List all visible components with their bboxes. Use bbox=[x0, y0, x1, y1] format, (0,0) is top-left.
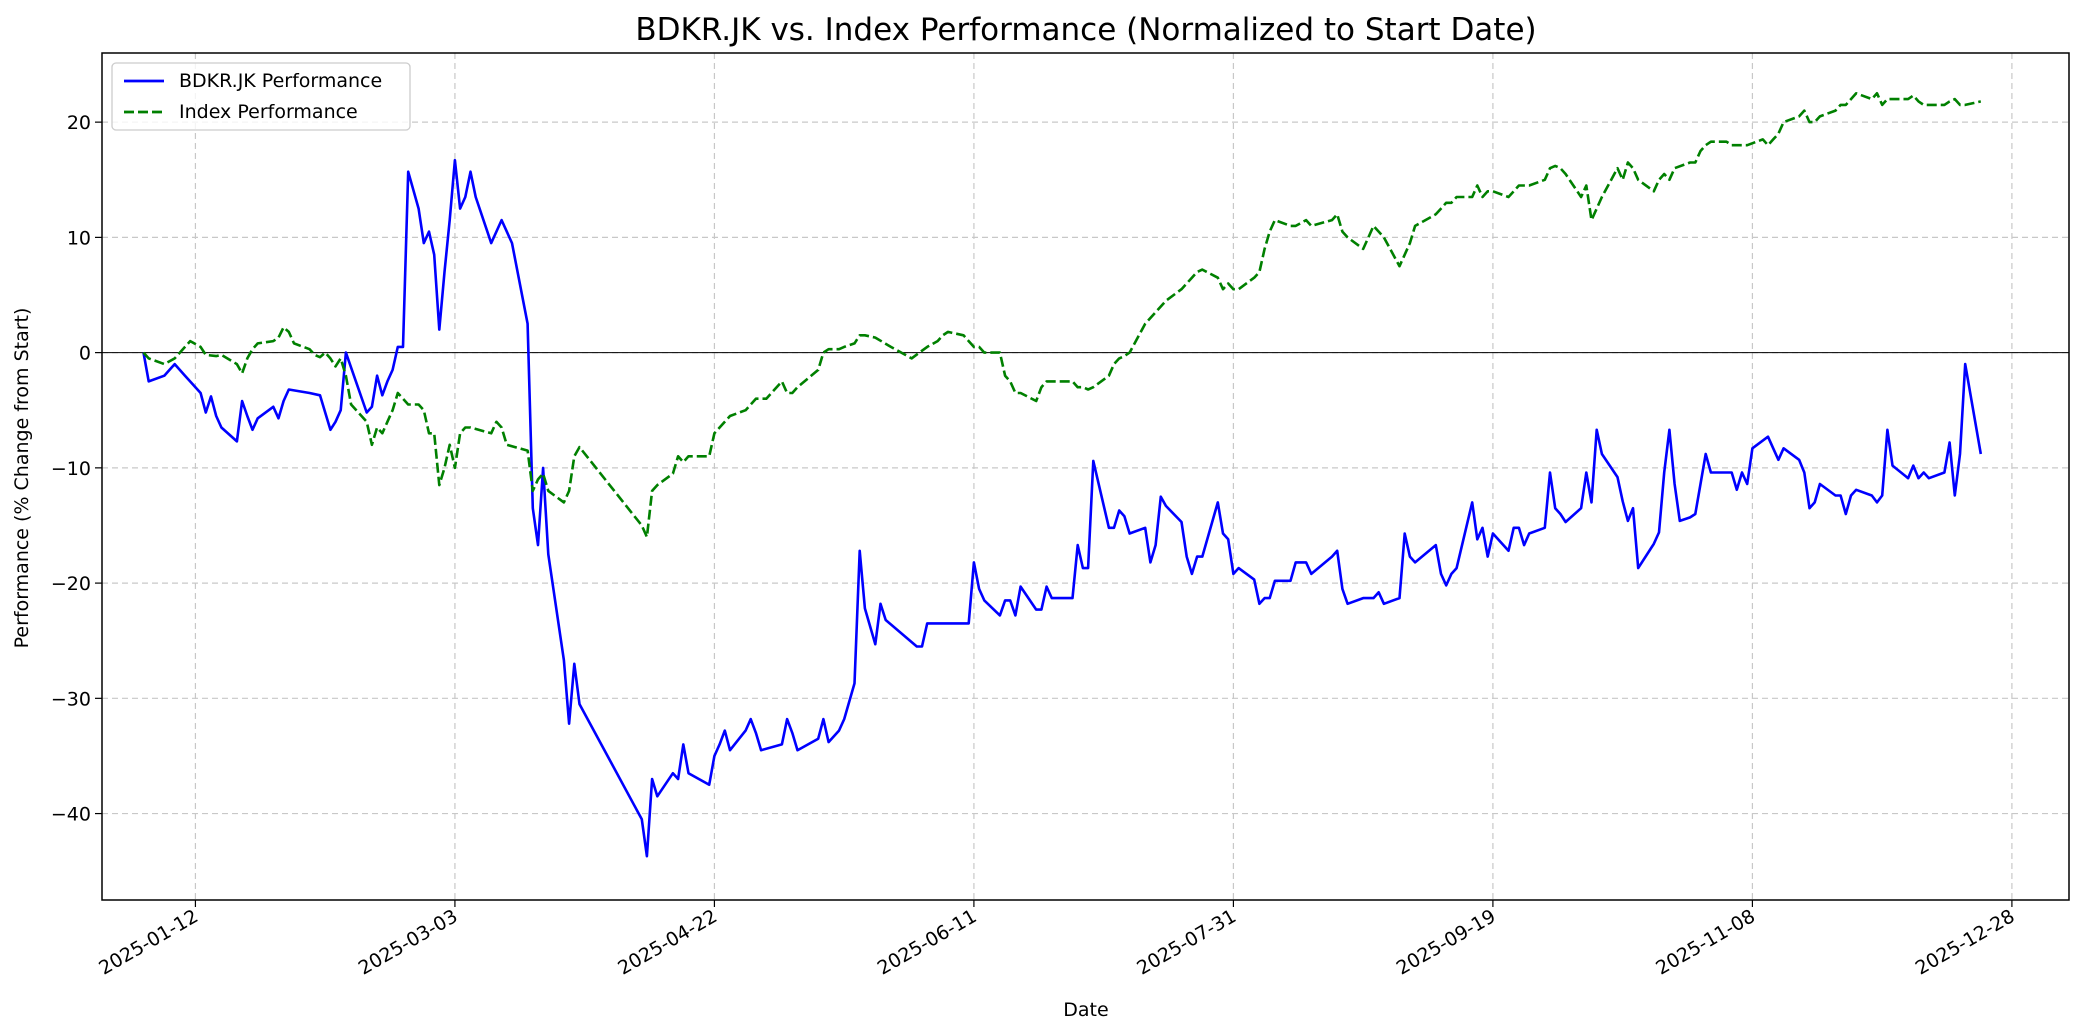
legend-box bbox=[111, 62, 411, 131]
y-axis-ticks: −40 −30 −20 −10 0 10 20 bbox=[51, 112, 102, 826]
y-tick-label: 10 bbox=[67, 227, 91, 249]
y-tick-label: 0 bbox=[79, 343, 91, 365]
y-tick-label: −10 bbox=[51, 458, 91, 480]
legend-label-bdkr: BDKR.JK Performance bbox=[179, 70, 382, 92]
series-line-index bbox=[142, 92, 1982, 539]
y-tick-label: −30 bbox=[51, 688, 91, 710]
chart-title: BDKR.JK vs. Index Performance (Normalize… bbox=[635, 12, 1536, 48]
x-axis-label: Date bbox=[1063, 999, 1108, 1021]
legend: BDKR.JK Performance Index Performance bbox=[111, 62, 411, 131]
y-tick-label: 20 bbox=[67, 112, 91, 134]
y-tick-label: −20 bbox=[51, 573, 91, 595]
series-line-bdkr bbox=[142, 158, 1983, 858]
y-axis-label: Performance (% Change from Start) bbox=[11, 308, 33, 649]
legend-label-index: Index Performance bbox=[179, 101, 358, 123]
y-tick-label: −40 bbox=[51, 804, 91, 826]
series-lines bbox=[142, 92, 1983, 858]
plot-area-frame bbox=[101, 52, 2070, 901]
